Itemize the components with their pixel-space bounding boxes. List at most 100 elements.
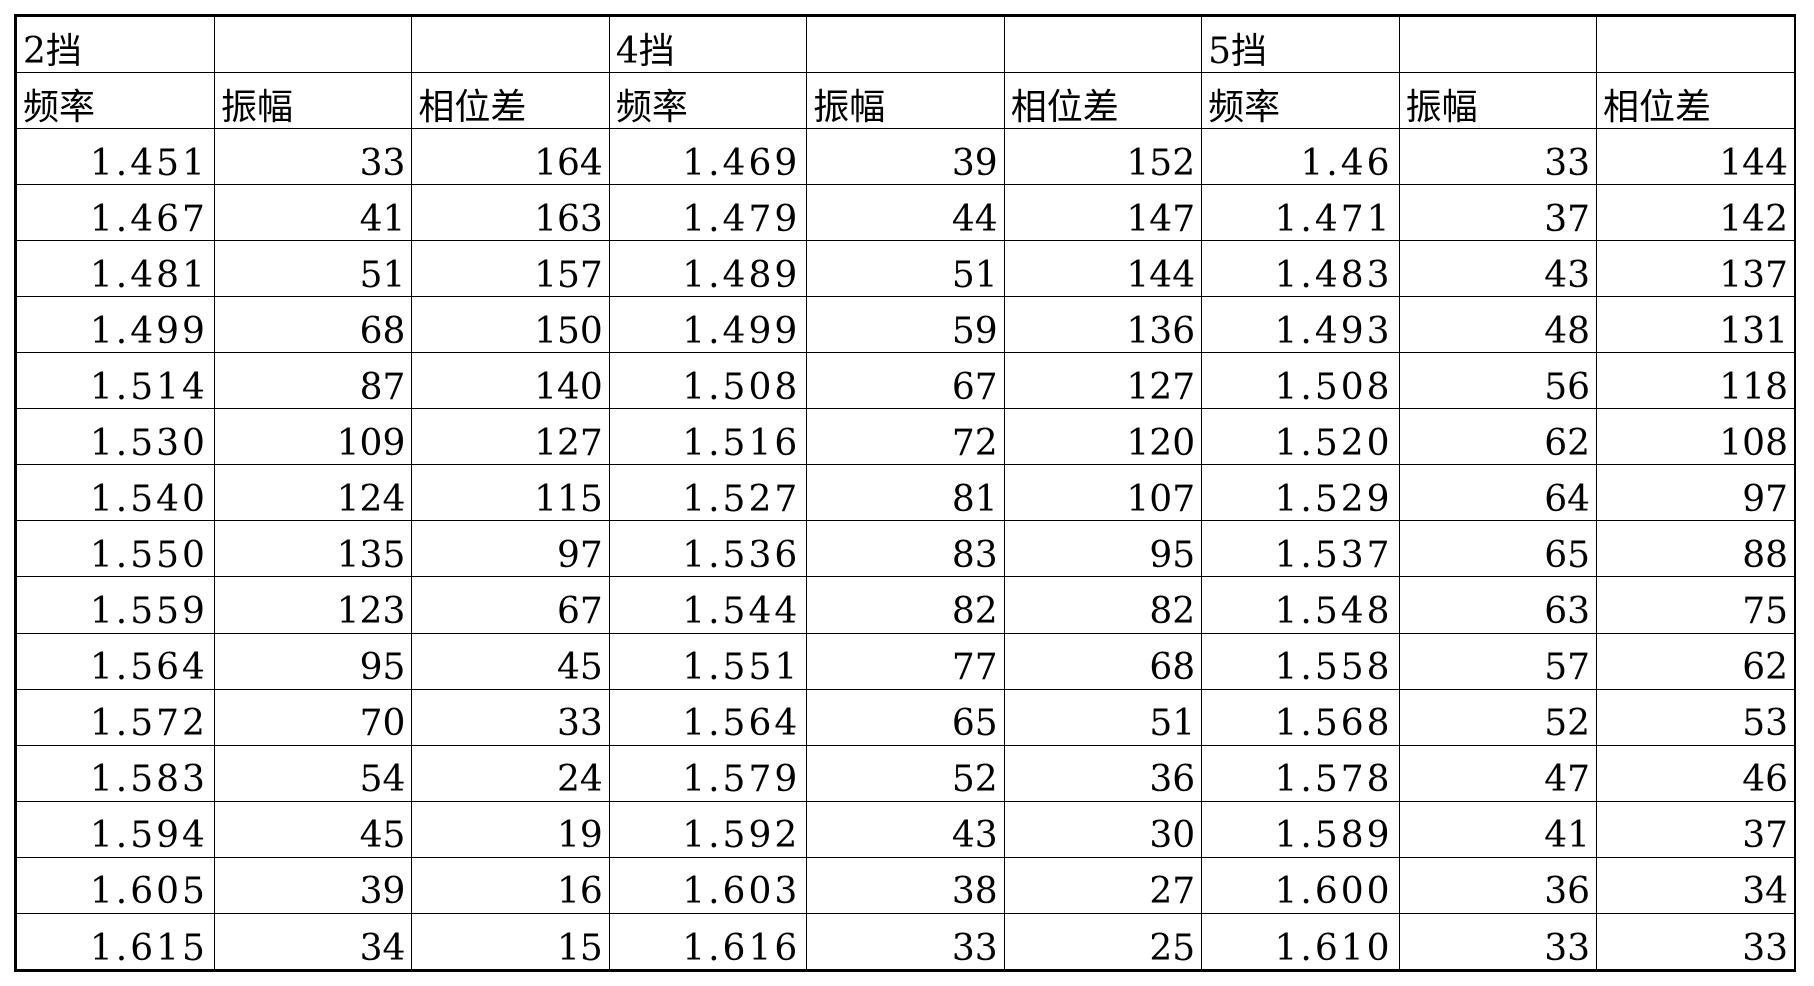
cell-amplitude[interactable]: 72 <box>806 408 1005 466</box>
cell-amplitude[interactable]: 124 <box>213 464 413 522</box>
cell-amplitude[interactable]: 82 <box>806 576 1005 634</box>
cell-amplitude[interactable]: 39 <box>806 128 1005 186</box>
cell-frequency[interactable]: 1.559 <box>17 576 215 634</box>
cell-phase-diff[interactable]: 75 <box>1596 576 1794 634</box>
cell-frequency[interactable]: 1.530 <box>17 408 215 466</box>
cell-amplitude[interactable]: 135 <box>213 520 413 578</box>
cell-amplitude[interactable]: 39 <box>213 856 413 914</box>
empty-cell[interactable] <box>213 17 413 74</box>
cell-phase-diff[interactable]: 136 <box>1003 296 1203 354</box>
cell-frequency[interactable]: 1.578 <box>1201 744 1400 802</box>
cell-phase-diff[interactable]: 95 <box>1003 520 1203 578</box>
cell-phase-diff[interactable]: 88 <box>1596 520 1794 578</box>
cell-frequency[interactable]: 1.471 <box>1201 184 1400 242</box>
cell-phase-diff[interactable]: 19 <box>411 800 610 858</box>
cell-amplitude[interactable]: 77 <box>806 632 1005 690</box>
group-label-4[interactable]: 4挡 <box>608 17 808 74</box>
cell-amplitude[interactable]: 109 <box>213 408 413 466</box>
cell-amplitude[interactable]: 59 <box>806 296 1005 354</box>
cell-phase-diff[interactable]: 82 <box>1003 576 1203 634</box>
cell-amplitude[interactable]: 87 <box>213 352 413 410</box>
cell-amplitude[interactable]: 56 <box>1398 352 1598 410</box>
cell-phase-diff[interactable]: 127 <box>411 408 610 466</box>
cell-amplitude[interactable]: 95 <box>213 632 413 690</box>
cell-phase-diff[interactable]: 157 <box>411 240 610 298</box>
cell-amplitude[interactable]: 47 <box>1398 744 1598 802</box>
cell-amplitude[interactable]: 38 <box>806 856 1005 914</box>
cell-phase-diff[interactable]: 25 <box>1003 912 1203 969</box>
cell-amplitude[interactable]: 65 <box>1398 520 1598 578</box>
cell-amplitude[interactable]: 48 <box>1398 296 1598 354</box>
cell-frequency[interactable]: 1.493 <box>1201 296 1400 354</box>
cell-amplitude[interactable]: 36 <box>1398 856 1598 914</box>
cell-amplitude[interactable]: 123 <box>213 576 413 634</box>
cell-frequency[interactable]: 1.499 <box>608 296 808 354</box>
cell-phase-diff[interactable]: 27 <box>1003 856 1203 914</box>
cell-frequency[interactable]: 1.451 <box>17 128 215 186</box>
cell-amplitude[interactable]: 33 <box>1398 128 1598 186</box>
cell-phase-diff[interactable]: 120 <box>1003 408 1203 466</box>
cell-frequency[interactable]: 1.605 <box>17 856 215 914</box>
cell-frequency[interactable]: 1.536 <box>608 520 808 578</box>
cell-frequency[interactable]: 1.616 <box>608 912 808 969</box>
cell-frequency[interactable]: 1.589 <box>1201 800 1400 858</box>
empty-cell[interactable] <box>411 17 610 74</box>
cell-phase-diff[interactable]: 24 <box>411 744 610 802</box>
cell-frequency[interactable]: 1.568 <box>1201 688 1400 746</box>
col-header-amplitude[interactable]: 振幅 <box>213 72 413 130</box>
cell-amplitude[interactable]: 43 <box>806 800 1005 858</box>
cell-phase-diff[interactable]: 108 <box>1596 408 1794 466</box>
empty-cell[interactable] <box>1003 17 1203 74</box>
cell-frequency[interactable]: 1.514 <box>17 352 215 410</box>
cell-amplitude[interactable]: 33 <box>806 912 1005 969</box>
cell-amplitude[interactable]: 41 <box>1398 800 1598 858</box>
cell-amplitude[interactable]: 43 <box>1398 240 1598 298</box>
cell-frequency[interactable]: 1.508 <box>608 352 808 410</box>
cell-phase-diff[interactable]: 30 <box>1003 800 1203 858</box>
cell-frequency[interactable]: 1.508 <box>1201 352 1400 410</box>
cell-amplitude[interactable]: 63 <box>1398 576 1598 634</box>
cell-phase-diff[interactable]: 137 <box>1596 240 1794 298</box>
cell-frequency[interactable]: 1.558 <box>1201 632 1400 690</box>
cell-phase-diff[interactable]: 34 <box>1596 856 1794 914</box>
cell-amplitude[interactable]: 33 <box>213 128 413 186</box>
cell-frequency[interactable]: 1.548 <box>1201 576 1400 634</box>
cell-amplitude[interactable]: 37 <box>1398 184 1598 242</box>
col-header-frequency[interactable]: 频率 <box>1201 72 1400 130</box>
cell-phase-diff[interactable]: 150 <box>411 296 610 354</box>
cell-phase-diff[interactable]: 62 <box>1596 632 1794 690</box>
cell-frequency[interactable]: 1.594 <box>17 800 215 858</box>
cell-frequency[interactable]: 1.537 <box>1201 520 1400 578</box>
empty-cell[interactable] <box>1398 17 1598 74</box>
cell-phase-diff[interactable]: 15 <box>411 912 610 969</box>
cell-frequency[interactable]: 1.516 <box>608 408 808 466</box>
col-header-phase-diff[interactable]: 相位差 <box>1596 72 1794 130</box>
cell-phase-diff[interactable]: 164 <box>411 128 610 186</box>
col-header-frequency[interactable]: 频率 <box>608 72 808 130</box>
cell-frequency[interactable]: 1.600 <box>1201 856 1400 914</box>
col-header-amplitude[interactable]: 振幅 <box>1398 72 1598 130</box>
cell-amplitude[interactable]: 51 <box>213 240 413 298</box>
cell-frequency[interactable]: 1.479 <box>608 184 808 242</box>
cell-amplitude[interactable]: 45 <box>213 800 413 858</box>
cell-phase-diff[interactable]: 144 <box>1003 240 1203 298</box>
cell-phase-diff[interactable]: 131 <box>1596 296 1794 354</box>
cell-frequency[interactable]: 1.481 <box>17 240 215 298</box>
cell-phase-diff[interactable]: 142 <box>1596 184 1794 242</box>
cell-amplitude[interactable]: 81 <box>806 464 1005 522</box>
cell-amplitude[interactable]: 44 <box>806 184 1005 242</box>
group-label-5[interactable]: 5挡 <box>1201 17 1400 74</box>
cell-amplitude[interactable]: 83 <box>806 520 1005 578</box>
cell-amplitude[interactable]: 34 <box>213 912 413 969</box>
cell-amplitude[interactable]: 68 <box>213 296 413 354</box>
cell-frequency[interactable]: 1.483 <box>1201 240 1400 298</box>
cell-phase-diff[interactable]: 107 <box>1003 464 1203 522</box>
col-header-phase-diff[interactable]: 相位差 <box>1003 72 1203 130</box>
cell-frequency[interactable]: 1.583 <box>17 744 215 802</box>
cell-frequency[interactable]: 1.564 <box>17 632 215 690</box>
cell-amplitude[interactable]: 70 <box>213 688 413 746</box>
cell-phase-diff[interactable]: 163 <box>411 184 610 242</box>
cell-frequency[interactable]: 1.520 <box>1201 408 1400 466</box>
cell-frequency[interactable]: 1.544 <box>608 576 808 634</box>
cell-phase-diff[interactable]: 33 <box>1596 912 1794 969</box>
